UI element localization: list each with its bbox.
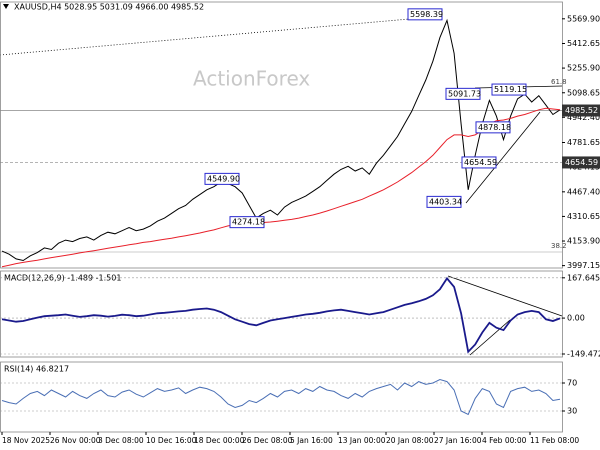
fib-label: 61.8: [551, 78, 567, 86]
trend-line: [465, 111, 541, 204]
y-tick-label: 5412.65: [567, 39, 600, 48]
panel-frame: [0, 270, 563, 358]
y-tick-label: 4310.65: [567, 212, 600, 221]
annotation-box: [491, 83, 527, 96]
trend-line: [447, 275, 563, 317]
annotation-label: 4654.59: [464, 158, 497, 167]
trend-line: [0, 16, 433, 56]
series-line: [1, 276, 561, 354]
series-line: [1, 107, 561, 268]
panel-label: RSI(14) 46.8217: [4, 365, 69, 374]
panel-label: MACD(12,26,9) -1.489 -1.501: [4, 274, 121, 283]
y-tick-label: 0.00: [567, 314, 585, 323]
x-tick-label: 26 Nov 00:00: [50, 436, 101, 445]
series-line: [1, 18, 561, 262]
y-tick-label: 4942.40: [567, 113, 600, 122]
annotation-label: 4403.34: [429, 197, 462, 206]
annotation-box: [445, 87, 481, 100]
x-tick-label: 27 Jan 16:00: [434, 436, 482, 445]
y-tick-label: 167.645: [567, 273, 600, 282]
x-tick-label: 26 Dec 08:00: [242, 436, 293, 445]
annotation-box: [407, 8, 443, 21]
x-tick-label: 20 Jan 08:00: [386, 436, 434, 445]
annotation-label: 4549.90: [207, 174, 240, 183]
y-tick-label: 5569.90: [567, 14, 600, 23]
annotation-label: 4274.18: [232, 218, 265, 227]
trend-line: [469, 319, 511, 356]
price-marker-box: [562, 156, 600, 169]
x-tick-label: 11 Feb 08:00: [530, 436, 579, 445]
panel-frame: [0, 1, 563, 269]
annotation-box: [204, 172, 240, 185]
x-tick-label: 4 Feb 00:00: [482, 436, 527, 445]
annotation-label: 5091.73: [448, 89, 481, 98]
annotation-label: 4878.18: [478, 123, 511, 132]
x-tick-label: 18 Dec 00:00: [194, 436, 245, 445]
x-tick-label: 10 Dec 16:00: [146, 436, 197, 445]
series-line: [1, 378, 561, 416]
panel-frame: [0, 361, 563, 433]
header-arrow: [3, 4, 9, 9]
price-marker-label: 4654.59: [565, 158, 598, 167]
y-tick-label: 5098.65: [567, 88, 600, 97]
annotation-label: 5119.15: [494, 85, 527, 94]
chart-header: XAUUSD,H4 5028.95 5031.09 4966.00 4985.5…: [14, 3, 204, 12]
watermark: ActionForex: [193, 67, 310, 91]
x-tick-label: 13 Jan 00:00: [338, 436, 386, 445]
annotation-box: [426, 195, 462, 208]
annotation-label: 5598.39: [410, 10, 443, 19]
y-tick-label: 5255.90: [567, 64, 600, 73]
price-marker-label: 4985.52: [565, 106, 598, 115]
annotation-box: [475, 121, 511, 134]
x-tick-label: 3 Dec 08:00: [98, 436, 144, 445]
x-tick-label: 5 Jan 16:00: [290, 436, 333, 445]
price-marker-box: [562, 104, 600, 117]
y-tick-label: 4153.90: [567, 237, 600, 246]
y-tick-label: 30: [567, 407, 577, 416]
x-tick-label: 18 Nov 2025: [2, 436, 50, 445]
y-tick-label: 3997.15: [567, 261, 600, 270]
y-tick-label: 4781.65: [567, 138, 600, 147]
annotation-box: [229, 216, 265, 229]
y-tick-label: 4467.40: [567, 187, 600, 196]
y-tick-label: -149.472: [567, 349, 600, 358]
fib-label: 38.2: [551, 242, 567, 250]
annotation-box: [461, 156, 497, 169]
y-tick-label: 70: [567, 379, 577, 388]
